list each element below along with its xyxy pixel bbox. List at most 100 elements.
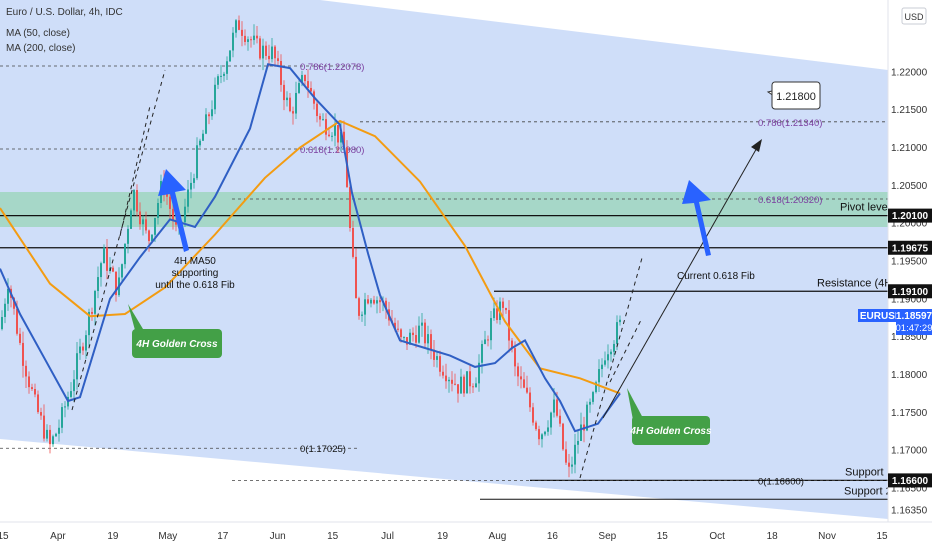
candle-body: [112, 267, 114, 272]
level-label: Resistance (4H): [817, 277, 896, 289]
ma200-legend[interactable]: MA (200, close): [6, 43, 75, 54]
level-label: Support 2: [844, 485, 892, 497]
descending-channel[interactable]: [0, 0, 888, 519]
candle-body: [376, 300, 378, 304]
candle-body: [556, 399, 558, 416]
time-tick-label: 18: [767, 531, 779, 542]
candle-body: [130, 210, 132, 229]
candle-body: [127, 228, 129, 244]
current-price-countdown: 01:47:29: [896, 323, 932, 334]
candle-body: [598, 369, 600, 383]
currency-button-bg: [901, 7, 927, 25]
candle-body: [19, 333, 21, 343]
rising-channel-dash-1[interactable]: [71, 69, 166, 411]
candle-body: [106, 247, 108, 271]
time-tick-label: 15: [657, 531, 669, 542]
candle-body: [562, 423, 564, 450]
annotation-ma50-line3: until the 0.618 Fib: [155, 280, 235, 291]
time-tick-label: 16: [547, 531, 559, 542]
level-label: Pivot level: [840, 202, 890, 214]
candle-body: [496, 308, 498, 320]
candle-body: [280, 60, 282, 85]
level-price-tag-label: 1.16600: [892, 476, 929, 487]
candle-body: [142, 219, 144, 225]
candle-body: [355, 256, 357, 299]
candle-body: [172, 208, 174, 222]
candle-body: [541, 434, 543, 440]
time-tick-label: Nov: [818, 531, 836, 542]
candle-body: [166, 193, 168, 197]
golden-cross-badge-1-label: 4H Golden Cross: [135, 339, 218, 350]
candle-body: [544, 431, 546, 435]
candle-body: [244, 35, 246, 42]
candle-body: [262, 45, 264, 59]
current-price-box[interactable]: EURUSD 1.18597 01:47:29: [858, 309, 932, 335]
time-tick-label: 15: [876, 531, 888, 542]
current-price-value: 1.18597: [896, 311, 932, 322]
price-tick-label: 1.22000: [891, 67, 928, 78]
candle-body: [334, 124, 336, 136]
candle-body: [250, 39, 252, 41]
candle-body: [601, 364, 603, 370]
time-tick-label: 19: [107, 531, 119, 542]
candle-body: [223, 73, 225, 76]
candle-body: [265, 45, 267, 56]
candle-body: [193, 178, 195, 183]
candle-body: [76, 353, 78, 380]
rising-channel-dash-4[interactable]: [609, 317, 643, 383]
candle-body: [214, 84, 216, 110]
ma50-legend[interactable]: MA (50, close): [6, 28, 70, 39]
price-tick-label: 1.21000: [891, 143, 928, 154]
candle-body: [37, 394, 39, 413]
candle-body: [97, 277, 99, 291]
candle-body: [538, 429, 540, 440]
annotation-current-fib: Current 0.618 Fib: [677, 271, 755, 282]
candle-body: [553, 399, 555, 413]
time-axis-panel[interactable]: [0, 522, 932, 550]
projection-line[interactable]: [602, 145, 759, 419]
candle-body: [316, 103, 318, 117]
candle-body: [319, 116, 321, 120]
rising-channel-dash-2[interactable]: [119, 105, 151, 237]
candle-body: [94, 290, 96, 314]
current-price-value-bg: [896, 309, 932, 335]
candle-body: [361, 314, 363, 316]
candle-body: [325, 119, 327, 135]
currency-button[interactable]: USD: [901, 7, 927, 25]
candle-body: [604, 360, 606, 365]
ma200-line[interactable]: [0, 119, 621, 395]
price-axis-panel[interactable]: [888, 0, 932, 522]
candle-body: [490, 318, 492, 341]
time-tick-label: Jul: [381, 531, 394, 542]
candle-body: [1, 316, 3, 330]
candle-body: [328, 134, 330, 137]
candle-body: [385, 300, 387, 310]
ma50-line[interactable]: [0, 63, 621, 433]
candle-body: [370, 299, 372, 304]
candle-body: [445, 375, 447, 382]
candle-body: [298, 83, 300, 93]
candle-body: [442, 371, 444, 376]
rising-channel-dash-3[interactable]: [579, 257, 643, 479]
currency-button-label: USD: [904, 12, 924, 22]
candle-body: [73, 379, 75, 392]
support-resistance-zone[interactable]: [0, 192, 888, 227]
chart-title: Euro / U.S. Dollar, 4h, IDC: [6, 7, 123, 18]
golden-cross-badge-2[interactable]: 4H Golden Cross: [627, 388, 712, 445]
level-price-tag: [888, 473, 932, 488]
candle-body: [502, 301, 504, 308]
candle-body: [451, 379, 453, 384]
candle-body: [475, 383, 477, 388]
time-tick-label: May: [158, 531, 177, 542]
golden-cross-badge-1[interactable]: 4H Golden Cross: [128, 304, 222, 358]
candle-body: [157, 203, 159, 218]
candle-body: [565, 449, 567, 463]
candle-body: [397, 328, 399, 330]
target-callout[interactable]: 1.21800: [766, 81, 821, 110]
candle-body: [487, 339, 489, 341]
candle-body: [493, 308, 495, 319]
price-tick-label: 1.16500: [891, 483, 928, 494]
candle-body: [352, 227, 354, 257]
candle-body: [418, 325, 420, 343]
candle-body: [115, 271, 117, 296]
